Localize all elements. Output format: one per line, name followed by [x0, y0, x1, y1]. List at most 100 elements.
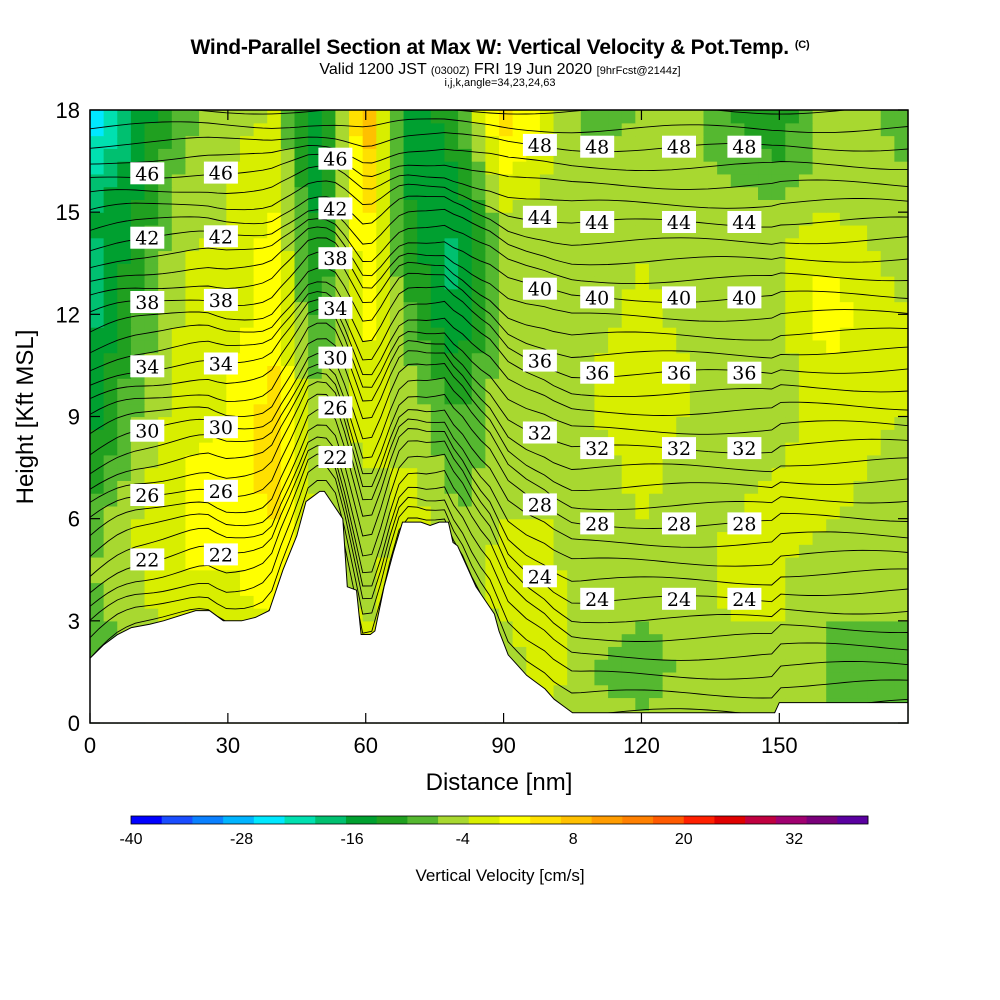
velocity-cell [676, 237, 691, 252]
velocity-cell [403, 339, 418, 354]
velocity-cell [349, 212, 364, 226]
theta-contour [89, 237, 909, 322]
velocity-cell [621, 467, 636, 481]
velocity-cell [621, 161, 636, 175]
velocity-cell [321, 378, 336, 392]
colorbar-swatch [714, 816, 746, 824]
velocity-cell [867, 671, 882, 686]
velocity-cell [826, 505, 841, 520]
velocity-cell [689, 697, 705, 711]
velocity-cell [812, 429, 827, 443]
theta-contour [89, 436, 909, 624]
velocity-cell [485, 276, 500, 290]
velocity-cell [689, 122, 705, 137]
velocity-cell [212, 314, 227, 328]
velocity-cell [485, 531, 500, 545]
velocity-cell [826, 122, 841, 137]
velocity-cell [212, 212, 227, 226]
velocity-cell [826, 442, 841, 456]
velocity-cell [676, 480, 691, 494]
velocity-cell [253, 212, 268, 226]
velocity-cell [267, 314, 282, 328]
velocity-cell [430, 505, 446, 520]
velocity-cell [798, 224, 814, 239]
colorbar-tick-label: -4 [456, 831, 470, 848]
velocity-cell [185, 110, 200, 124]
velocity-cell [253, 301, 268, 315]
velocity-cell [867, 327, 882, 341]
velocity-cell [880, 186, 895, 200]
velocity-cell [703, 403, 718, 418]
velocity-cell [376, 288, 391, 303]
velocity-cell [226, 608, 241, 622]
velocity-cell [294, 122, 309, 137]
velocity-cell [594, 646, 609, 660]
velocity-cell [580, 314, 596, 328]
velocity-cell [499, 161, 514, 175]
velocity-cell [703, 339, 718, 354]
velocity-cell [826, 314, 841, 328]
velocity-cell [389, 122, 405, 137]
contour-label: 36 [732, 363, 756, 385]
velocity-cell [608, 646, 623, 660]
terrain [89, 490, 909, 724]
velocity-cell [744, 327, 759, 341]
velocity-cell [512, 454, 527, 469]
velocity-cell [199, 110, 214, 124]
velocity-cell [894, 224, 909, 239]
velocity-cell [689, 608, 705, 622]
velocity-cell [567, 429, 582, 443]
velocity-cell [171, 556, 187, 571]
velocity-cell [103, 212, 118, 226]
velocity-cell [253, 403, 268, 418]
velocity-cell [839, 646, 855, 660]
velocity-cell [526, 110, 541, 124]
velocity-cell [880, 237, 895, 252]
velocity-cell [362, 620, 377, 635]
velocity-cell [703, 556, 718, 571]
velocity-cell [526, 646, 541, 660]
theta-contour [89, 480, 909, 699]
velocity-cell [158, 582, 173, 596]
velocity-cell [594, 544, 609, 558]
velocity-cell [130, 135, 146, 149]
velocity-cell [839, 556, 855, 571]
velocity-cell [717, 467, 732, 481]
velocity-cell [117, 263, 132, 277]
velocity-cell [499, 467, 514, 481]
velocity-cell [744, 237, 759, 252]
velocity-cell [280, 518, 296, 533]
velocity-cell [758, 173, 773, 188]
y-tick-label: 15 [56, 200, 80, 225]
velocity-cell [362, 173, 377, 188]
velocity-cell [185, 416, 200, 430]
velocity-cell [635, 263, 650, 277]
velocity-cell [444, 390, 459, 405]
velocity-cell [689, 684, 705, 699]
velocity-cell [894, 122, 909, 137]
velocity-cell [867, 569, 882, 584]
velocity-cell [635, 352, 650, 367]
velocity-cell [758, 518, 773, 533]
velocity-cell [471, 454, 486, 469]
velocity-cell [526, 620, 541, 635]
velocity-cell [171, 161, 187, 175]
velocity-cell [853, 518, 868, 533]
velocity-cell [648, 148, 664, 162]
velocity-cell [826, 595, 841, 609]
velocity-cell [867, 199, 882, 213]
velocity-cell [785, 327, 800, 341]
velocity-cell [703, 135, 718, 149]
velocity-cell [553, 646, 568, 660]
velocity-cell [758, 352, 773, 367]
velocity-cell [239, 352, 255, 367]
velocity-cell [485, 429, 500, 443]
velocity-cell [867, 556, 882, 571]
velocity-cell [662, 531, 677, 545]
velocity-cell [580, 390, 596, 405]
velocity-cell [512, 110, 527, 124]
velocity-cell [144, 467, 159, 481]
contour-label-bg [662, 512, 696, 535]
contour-label: 24 [528, 566, 552, 588]
velocity-cell [267, 365, 282, 379]
